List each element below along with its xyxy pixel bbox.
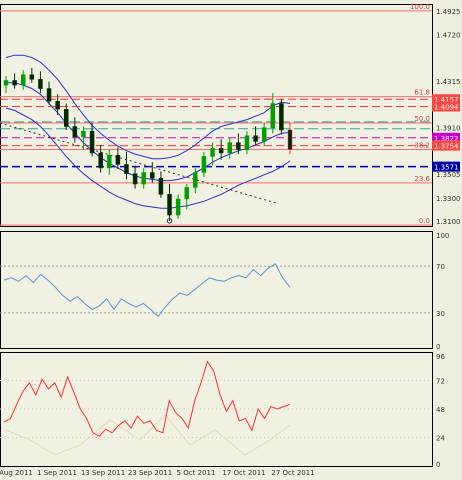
price-tick-5: 1.3300 bbox=[436, 195, 461, 203]
price-tick-6: 1.3100 bbox=[436, 218, 461, 226]
price-tick-1: 1.4720 bbox=[436, 31, 461, 39]
candle-body-24 bbox=[210, 148, 215, 157]
fib-label-2: 50.0 bbox=[414, 115, 430, 123]
candle-body-8 bbox=[72, 126, 78, 138]
candle-body-11 bbox=[98, 152, 103, 169]
candle-body-1 bbox=[12, 80, 17, 86]
candle-body-25 bbox=[218, 148, 224, 154]
osc-tick-2: 48 bbox=[436, 406, 445, 414]
fib-label-1: 61.8 bbox=[414, 89, 430, 97]
price-tick-0: 1.4925 bbox=[436, 8, 461, 16]
candle-body-15 bbox=[132, 173, 138, 185]
x-label-6: 27 Oct 2011 bbox=[271, 469, 314, 477]
rsi-line bbox=[3, 263, 291, 318]
candle-body-7 bbox=[63, 108, 69, 127]
candle-body-10 bbox=[89, 130, 95, 154]
candle-body-19 bbox=[167, 194, 172, 216]
fib-label-4: 23.6 bbox=[414, 175, 430, 183]
candle-body-18 bbox=[158, 178, 164, 195]
price-tag-2: 1.3822 bbox=[434, 135, 459, 143]
rsi-tick-1: 70 bbox=[436, 263, 445, 271]
candle-body-27 bbox=[236, 142, 241, 150]
x-label-3: 23 Sep 2011 bbox=[128, 469, 172, 477]
candle-body-31 bbox=[270, 103, 276, 128]
osc-line bbox=[3, 360, 291, 437]
price-tag-box-2 bbox=[432, 132, 460, 143]
price-tick-3: 1.3910 bbox=[436, 125, 461, 133]
rsi-panel: 100 70 30 0 bbox=[0, 231, 449, 351]
candle-body-17 bbox=[150, 172, 155, 179]
price-panel: 100.061.850.038.223.60.01.41571.40941.38… bbox=[0, 3, 461, 227]
osc-faint-line bbox=[5, 414, 291, 456]
candle-body-5 bbox=[46, 88, 52, 102]
osc-tick-3: 24 bbox=[436, 435, 445, 443]
price-tag-3: 1.3754 bbox=[434, 143, 459, 151]
moving-average bbox=[6, 82, 291, 182]
candle-body-21 bbox=[184, 187, 189, 200]
candle-body-2 bbox=[20, 74, 26, 86]
price-tick-4: 1.3505 bbox=[436, 171, 461, 179]
rsi-tick-3: 0 bbox=[436, 343, 440, 351]
x-label-2: 13 Sep 2011 bbox=[81, 469, 125, 477]
osc-tick-1: 72 bbox=[436, 378, 445, 386]
candle-body-22 bbox=[193, 172, 198, 188]
candle-body-20 bbox=[175, 198, 181, 216]
price-tag-box-3 bbox=[432, 140, 460, 151]
candle-body-3 bbox=[29, 74, 35, 80]
trendline bbox=[0, 122, 279, 205]
x-label-5: 17 Oct 2011 bbox=[222, 469, 265, 477]
rsi-tick-0: 100 bbox=[436, 232, 449, 240]
candle-body-9 bbox=[81, 130, 86, 138]
fib-label-5: 0.0 bbox=[419, 217, 430, 225]
band-lower bbox=[5, 107, 291, 209]
candle-body-23 bbox=[201, 156, 207, 173]
price-tag-1: 1.4094 bbox=[434, 103, 459, 111]
price-tag-box-1 bbox=[432, 101, 460, 112]
low-marker bbox=[166, 218, 173, 224]
candle-body-13 bbox=[115, 155, 121, 165]
candle-body-28 bbox=[244, 135, 250, 150]
x-axis: Aug 2011 1 Sep 2011 13 Sep 2011 23 Sep 2011… bbox=[0, 469, 315, 477]
candle-body-0 bbox=[3, 80, 9, 86]
price-tag-box-0 bbox=[432, 94, 460, 105]
candle-body-26 bbox=[227, 142, 233, 154]
candle-body-4 bbox=[38, 79, 43, 89]
x-label-0: Aug 2011 bbox=[0, 469, 33, 477]
price-panel-frame bbox=[0, 4, 433, 227]
x-label-4: 5 Oct 2011 bbox=[177, 469, 216, 477]
price-tag-4: 1.3571 bbox=[434, 164, 459, 172]
rsi-tick-2: 30 bbox=[436, 310, 445, 318]
band-upper bbox=[5, 54, 291, 160]
candle-body-14 bbox=[124, 164, 129, 174]
osc-tick-0: 96 bbox=[436, 353, 445, 361]
candle-body-12 bbox=[107, 155, 112, 169]
candle-body-29 bbox=[253, 135, 258, 142]
candle-body-6 bbox=[55, 100, 60, 110]
price-tag-box-4 bbox=[432, 161, 460, 172]
rsi-panel-frame bbox=[0, 231, 433, 349]
candle-body-16 bbox=[141, 172, 146, 185]
price-tag-0: 1.4157 bbox=[434, 96, 459, 104]
price-tick-2: 1.4315 bbox=[436, 78, 461, 86]
osc-tick-4: 0 bbox=[436, 461, 440, 469]
candle-body-32 bbox=[279, 103, 284, 131]
x-label-1: 1 Sep 2011 bbox=[37, 469, 77, 477]
oscillator-panel: 96 72 48 24 0 bbox=[0, 352, 445, 469]
candle-body-30 bbox=[261, 127, 267, 142]
fib-label-0: 100.0 bbox=[410, 3, 430, 11]
candle-body-33 bbox=[287, 129, 293, 150]
